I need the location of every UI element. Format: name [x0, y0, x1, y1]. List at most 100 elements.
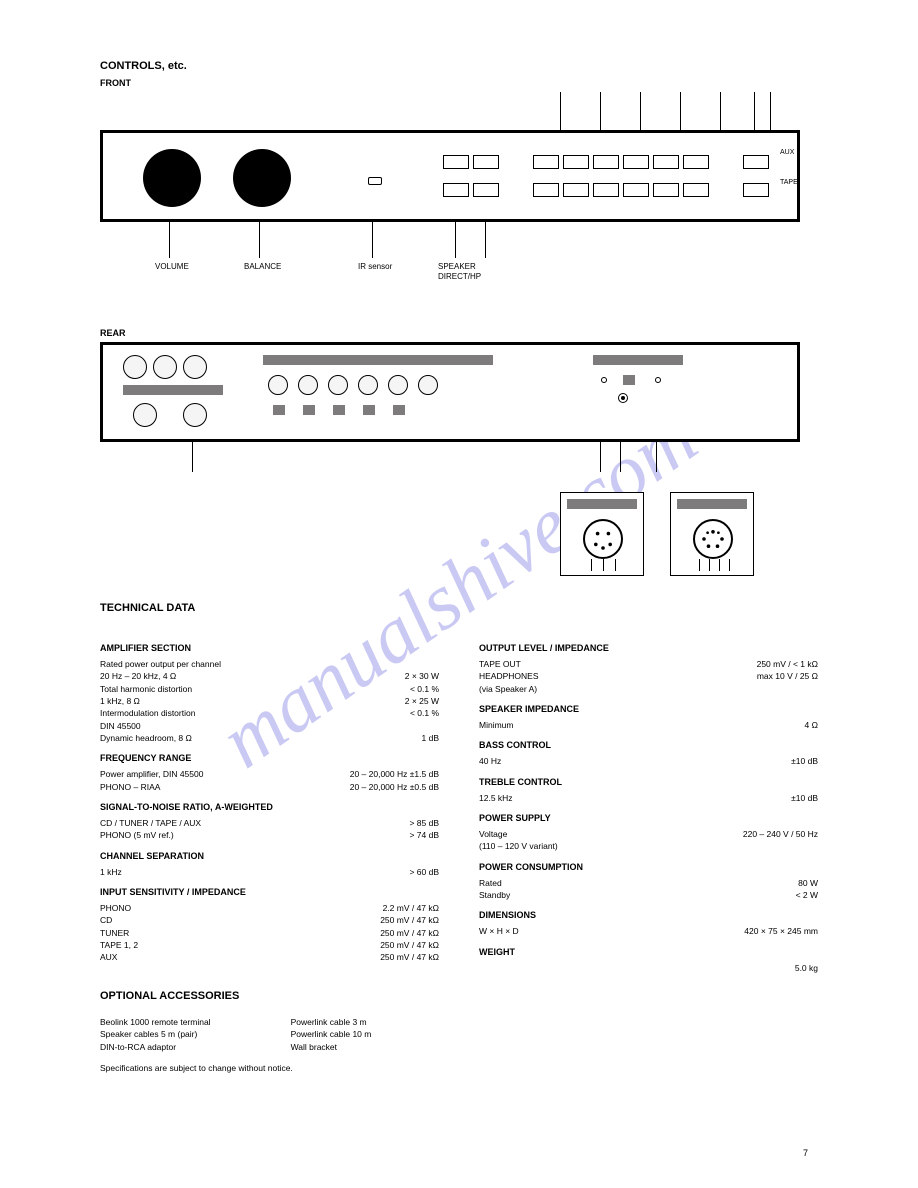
tech-value: 250 mV / 47 kΩ	[380, 939, 439, 951]
record-sel-1-button[interactable]	[593, 183, 619, 197]
record-sel-2-button[interactable]	[623, 183, 649, 197]
tech-value: ±10 dB	[791, 755, 818, 767]
balance-label: BALANCE	[244, 262, 281, 272]
tech-row: Power amplifier, DIN 4550020 – 20,000 Hz…	[100, 768, 439, 780]
speaker-a-socket[interactable]	[123, 355, 147, 379]
tech-value: > 85 dB	[409, 817, 439, 829]
accessories-list: Beolink 1000 remote terminalSpeaker cabl…	[100, 1016, 818, 1053]
selector-phono-button[interactable]	[533, 155, 559, 169]
input-bar	[263, 355, 493, 365]
selector-tape1-button[interactable]	[623, 155, 649, 169]
record-sel-3-button[interactable]	[653, 183, 679, 197]
input-tuner-socket[interactable]	[328, 375, 348, 395]
tech-key: DIN 45500	[100, 720, 141, 732]
tech-value: 420 × 75 × 245 mm	[744, 925, 818, 937]
leader-line	[770, 92, 771, 130]
input-tp1-socket[interactable]	[358, 375, 378, 395]
leader-line	[485, 222, 486, 258]
ir-sensor	[368, 177, 382, 185]
tech-row: PHONO 2.2 mV / 47 kΩ	[100, 902, 439, 914]
disclaimer-note: Specifications are subject to change wit…	[100, 1063, 818, 1073]
tape-button[interactable]	[743, 183, 769, 197]
page-title: CONTROLS, etc.	[100, 60, 818, 72]
tech-key: W × H × D	[479, 925, 519, 937]
record-sel-4-button[interactable]	[683, 183, 709, 197]
balance-knob[interactable]	[233, 149, 291, 207]
tech-value: > 74 dB	[409, 829, 439, 841]
tech-row: Intermodulation distortion< 0.1 %	[100, 707, 439, 719]
tech-row: 5.0 kg	[479, 962, 818, 974]
tech-value: 250 mV / 47 kΩ	[380, 951, 439, 963]
input-tp2-socket[interactable]	[388, 375, 408, 395]
tech-heading: AMPLIFIER SECTION	[100, 642, 439, 655]
aux-button[interactable]	[743, 155, 769, 169]
tech-title: TECHNICAL DATA	[100, 602, 818, 614]
input-aux-socket[interactable]	[418, 375, 438, 395]
leader-line	[620, 442, 621, 472]
selector-cd-button[interactable]	[563, 155, 589, 169]
tech-key: Total harmonic distortion	[100, 683, 192, 695]
rca-r[interactable]	[655, 377, 661, 383]
detail-powerlink-box	[670, 492, 754, 576]
page-number: 7	[803, 1148, 808, 1158]
direct-button[interactable]	[443, 183, 469, 197]
tech-row: CD / TUNER / TAPE / AUX > 85 dB	[100, 817, 439, 829]
speaker-c-socket[interactable]	[183, 355, 207, 379]
headphone-socket[interactable]	[183, 403, 207, 427]
leader-line	[709, 559, 710, 571]
speaker-label: SPEAKER	[438, 262, 476, 272]
tech-value: 2.2 mV / 47 kΩ	[383, 902, 439, 914]
speaker-connector-detail	[583, 519, 623, 559]
tech-key: CD / TUNER / TAPE / AUX	[100, 817, 201, 829]
leader-line	[600, 92, 601, 130]
leader-line	[719, 559, 720, 571]
tech-row: 12.5 kHz±10 dB	[479, 792, 818, 804]
speaker-b-socket[interactable]	[153, 355, 177, 379]
tech-row: DIN 45500	[100, 720, 439, 732]
volume-knob[interactable]	[143, 149, 201, 207]
tech-key: CD	[100, 914, 112, 926]
tech-key: PHONO	[100, 902, 131, 914]
detail-speaker-box	[560, 492, 644, 576]
tech-key: Rated	[479, 877, 502, 889]
selector-tuner-button[interactable]	[593, 155, 619, 169]
tech-row: 1 kHz, 8 Ω2 × 25 W	[100, 695, 439, 707]
monitor-button[interactable]	[533, 183, 559, 197]
speaker-a-button[interactable]	[443, 155, 469, 169]
tech-row: Rated80 W	[479, 877, 818, 889]
leader-line	[603, 559, 604, 571]
speaker-b-button[interactable]	[473, 155, 499, 169]
tech-heading: SPEAKER IMPEDANCE	[479, 703, 818, 716]
hp-button[interactable]	[473, 183, 499, 197]
muting-button[interactable]	[563, 183, 589, 197]
tech-row: 40 Hz±10 dB	[479, 755, 818, 767]
tech-key: Minimum	[479, 719, 513, 731]
mains-socket[interactable]	[623, 375, 635, 385]
tech-key: TAPE OUT	[479, 658, 521, 670]
rear-panel	[100, 342, 800, 442]
input-ph-socket[interactable]	[268, 375, 288, 395]
tech-row: (110 – 120 V variant)	[479, 840, 818, 852]
volume-label: VOLUME	[155, 262, 189, 272]
selector-tape2-button[interactable]	[653, 155, 679, 169]
tech-key: 12.5 kHz	[479, 792, 513, 804]
tech-key: Rated power output per channel	[100, 658, 221, 670]
tech-data: AMPLIFIER SECTION Rated power output per …	[100, 634, 818, 974]
detail-bar	[567, 499, 637, 509]
tech-row: 20 Hz – 20 kHz, 4 Ω2 × 30 W	[100, 670, 439, 682]
tech-row: Standby< 2 W	[479, 889, 818, 901]
tape-out-socket[interactable]	[133, 403, 157, 427]
tech-key: 1 kHz	[100, 866, 122, 878]
selector-aux-button[interactable]	[683, 155, 709, 169]
leader-line	[455, 222, 456, 258]
accessory-item: DIN-to-RCA adaptor	[100, 1041, 211, 1053]
tech-row: TAPE 1, 2 250 mV / 47 kΩ	[100, 939, 439, 951]
tech-key: 20 Hz – 20 kHz, 4 Ω	[100, 670, 176, 682]
tech-key: TAPE 1, 2	[100, 939, 138, 951]
rca-l[interactable]	[601, 377, 607, 383]
mains-plug[interactable]	[618, 393, 628, 403]
tech-value: < 2 W	[796, 889, 818, 901]
accessory-item: Speaker cables 5 m (pair)	[100, 1028, 211, 1040]
tech-value: 20 – 20,000 Hz ±0.5 dB	[350, 781, 439, 793]
input-cd-socket[interactable]	[298, 375, 318, 395]
